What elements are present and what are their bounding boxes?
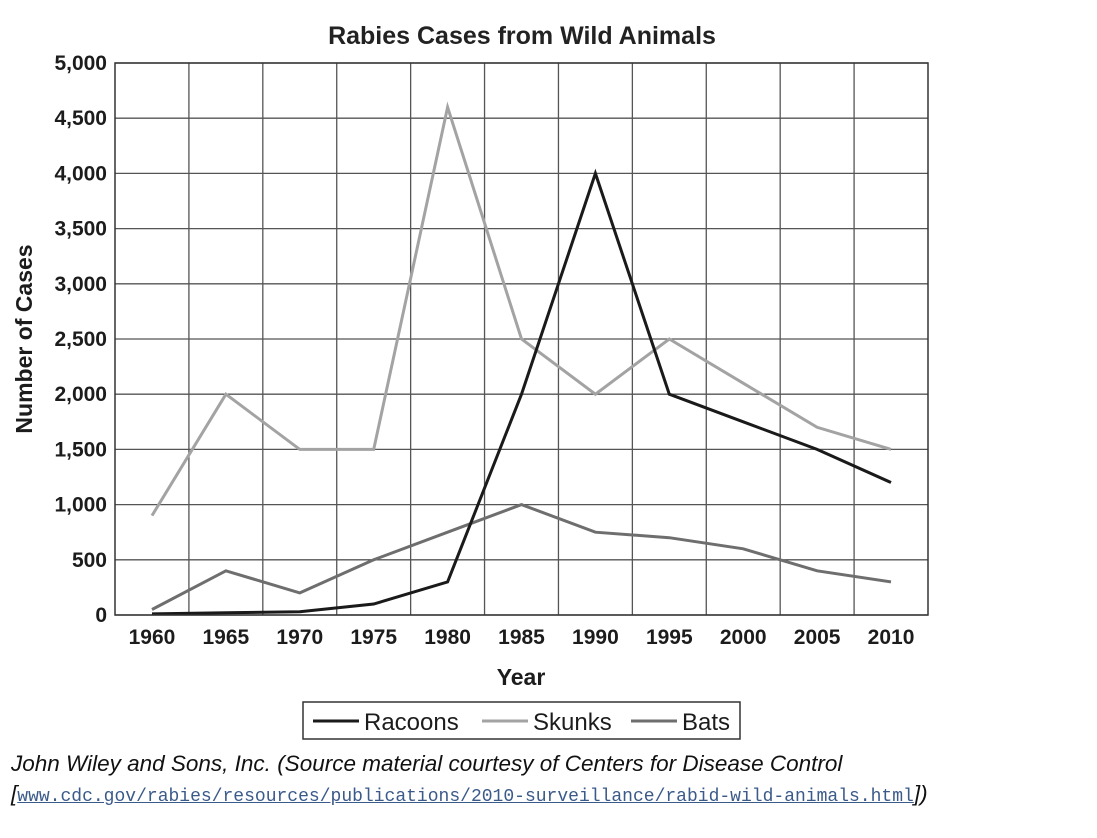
x-tick-label: 1990 [572, 626, 619, 649]
caption-suffix: ]) [913, 781, 928, 806]
y-tick-label: 2,000 [54, 383, 107, 406]
source-caption: John Wiley and Sons, Inc. (Source materi… [11, 749, 1091, 812]
y-tick-label: 3,000 [54, 273, 107, 296]
y-tick-label: 2,500 [54, 328, 107, 351]
y-tick-label: 500 [72, 549, 107, 572]
y-tick-label: 1,000 [54, 494, 107, 517]
plot-frame [114, 62, 929, 616]
x-tick-label: 1975 [350, 626, 397, 649]
y-tick-label: 3,500 [54, 218, 107, 241]
series-line-skunks [150, 101, 892, 517]
x-tick-label: 1995 [646, 626, 693, 649]
legend: Racoons Skunks Bats [302, 701, 741, 740]
x-tick-label: 1965 [203, 626, 250, 649]
series-line-racoons [151, 168, 892, 616]
y-tick-label: 4,000 [54, 162, 107, 185]
x-tick-label: 2010 [868, 626, 915, 649]
y-axis-ticks: 0 500 1,000 1,500 2,000 2,500 3,000 3,500 4,000 4… [54, 52, 107, 627]
y-axis-label: Number of Cases [11, 244, 37, 433]
legend-label-skunks: Skunks [533, 709, 612, 736]
x-tick-label: 1980 [424, 626, 471, 649]
x-axis-label: Year [497, 664, 546, 690]
x-tick-label: 1985 [498, 626, 545, 649]
legend-label-bats: Bats [682, 709, 730, 736]
y-tick-label: 1,500 [54, 438, 107, 461]
x-tick-label: 1970 [276, 626, 323, 649]
y-tick-label: 0 [95, 604, 107, 627]
x-tick-label: 2000 [720, 626, 767, 649]
caption-text: John Wiley and Sons, Inc. (Source materi… [11, 751, 843, 806]
legend-label-racoons: Racoons [364, 709, 459, 736]
series-line-bats [151, 502, 892, 611]
chart-title: Rabies Cases from Wild Animals [328, 22, 716, 50]
x-axis-ticks: 1960 1965 1970 1975 1980 1985 1990 1995 2000 2005… [129, 626, 915, 649]
y-tick-label: 5,000 [54, 52, 107, 75]
x-tick-label: 1960 [129, 626, 176, 649]
source-link[interactable]: www.cdc.gov/rabies/resources/publication… [17, 787, 914, 807]
x-tick-label: 2005 [794, 626, 841, 649]
series-lines [150, 101, 892, 616]
rabies-chart: Rabies Cases from Wild Animals 0 500 1,000… [11, 22, 929, 740]
y-tick-label: 4,500 [54, 107, 107, 130]
